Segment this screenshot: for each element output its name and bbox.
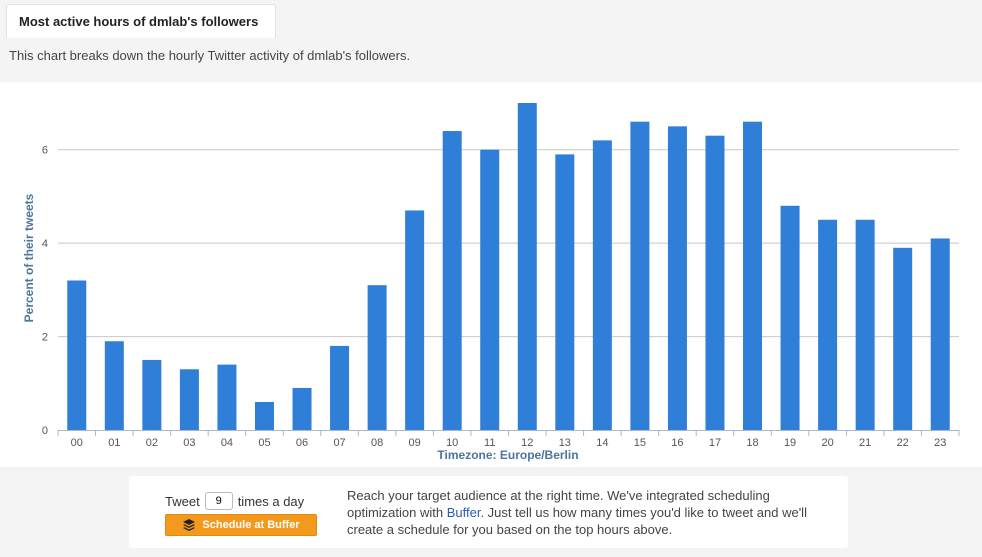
x-tick-label: 16 — [671, 437, 683, 449]
chart-tab-title[interactable]: Most active hours of dmlab's followers — [6, 4, 276, 38]
x-tick-label: 06 — [296, 437, 308, 449]
x-tick-label: 19 — [784, 437, 796, 449]
y-tick-label: 4 — [42, 238, 48, 250]
cta-text-part-2: . Just tell us how many times you'd like… — [347, 505, 807, 537]
buffer-stack-icon — [183, 519, 196, 531]
x-tick-label: 03 — [183, 437, 195, 449]
x-axis-title: Timezone: Europe/Berlin — [437, 448, 578, 462]
bar-hour-16 — [667, 126, 687, 430]
x-tick-label: 00 — [71, 437, 83, 449]
x-tick-label: 12 — [521, 437, 533, 449]
bar-hour-15 — [630, 121, 650, 430]
x-tick-label: 07 — [333, 437, 345, 449]
bar-hour-02 — [142, 359, 162, 430]
bar-hour-01 — [104, 341, 124, 430]
bar-hour-05 — [254, 401, 274, 430]
bar-hour-00 — [67, 280, 87, 430]
x-tick-label: 21 — [859, 437, 871, 449]
y-tick-label: 0 — [42, 425, 48, 437]
schedule-explanation: Reach your target audience at the right … — [347, 487, 837, 538]
tweet-frequency-control: Tweet times a day Schedule at Buffer — [165, 492, 325, 536]
x-tick-label: 23 — [934, 437, 946, 449]
bar-hour-03 — [179, 369, 199, 430]
x-tick-label: 17 — [709, 437, 721, 449]
bar-hour-06 — [292, 387, 312, 430]
x-tick-label: 11 — [484, 437, 495, 449]
bar-hour-07 — [330, 345, 350, 430]
bar-hour-19 — [780, 205, 800, 430]
bar-hour-17 — [705, 135, 725, 430]
x-tick-label: 09 — [409, 437, 421, 449]
x-tick-label: 04 — [221, 437, 233, 449]
y-axis-title: Percent of their tweets — [22, 193, 36, 322]
bar-hour-08 — [367, 285, 387, 430]
x-tick-label: 14 — [596, 437, 608, 449]
bar-hour-09 — [405, 210, 425, 430]
bar-hour-18 — [743, 121, 763, 430]
bar-hour-11 — [480, 149, 500, 430]
x-tick-label: 13 — [559, 437, 571, 449]
schedule-button-label: Schedule at Buffer — [202, 519, 300, 531]
buffer-link[interactable]: Buffer — [446, 505, 481, 520]
bar-hour-10 — [442, 131, 462, 430]
bar-hour-04 — [217, 364, 237, 430]
tweet-frequency-line: Tweet times a day — [165, 492, 325, 510]
bar-hour-14 — [592, 140, 612, 430]
schedule-at-buffer-button[interactable]: Schedule at Buffer — [165, 514, 317, 536]
y-tick-label: 6 — [42, 145, 48, 157]
bar-hour-21 — [855, 219, 875, 430]
x-tick-label: 22 — [897, 437, 909, 449]
bar-hour-20 — [818, 219, 838, 430]
bar-hour-23 — [930, 238, 950, 430]
tweets-per-day-input[interactable] — [204, 492, 233, 510]
x-tick-label: 15 — [634, 437, 646, 449]
x-tick-label: 05 — [258, 437, 270, 449]
cta-text-part-1: Reach your target audience at the right … — [347, 488, 770, 520]
x-tick-label: 18 — [746, 437, 758, 449]
tweet-label: Tweet — [165, 493, 200, 509]
x-tick-label: 10 — [446, 437, 458, 449]
x-tick-label: 02 — [146, 437, 158, 449]
y-tick-label: 2 — [42, 332, 48, 344]
chart-description: This chart breaks down the hourly Twitte… — [9, 48, 411, 63]
x-tick-label: 08 — [371, 437, 383, 449]
bar-hour-12 — [517, 103, 537, 430]
bar-hour-22 — [893, 247, 913, 430]
x-tick-label: 01 — [108, 437, 120, 449]
schedule-panel: Tweet times a day Schedule at Buffer Rea… — [129, 476, 848, 548]
bar-hour-13 — [555, 154, 575, 430]
times-a-day-label: times a day — [237, 493, 305, 509]
x-tick-label: 20 — [821, 437, 833, 449]
